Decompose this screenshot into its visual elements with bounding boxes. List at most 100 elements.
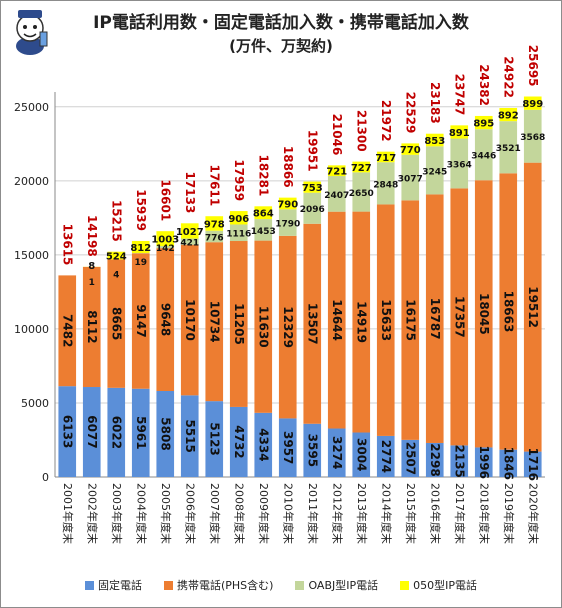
data-label-oabj: 19	[134, 258, 147, 268]
data-label-mobile: 10734	[207, 301, 221, 343]
data-label-fixed: 1846	[501, 447, 515, 480]
bar-fixed	[156, 390, 175, 477]
bar-mobile	[254, 240, 273, 413]
bar-oabj	[376, 162, 395, 205]
bar-mobile	[107, 259, 126, 388]
bar-mobile	[58, 275, 77, 387]
data-label-mobile: 13507	[305, 303, 319, 345]
legend-swatch-fixed	[84, 580, 94, 590]
data-label-fixed: 2507	[403, 442, 417, 475]
bar-ip050	[156, 231, 175, 247]
data-label-mobile: 17357	[452, 296, 466, 338]
x-tick-label: 2016年度末	[428, 483, 442, 544]
bar-mobile	[131, 253, 150, 389]
data-label-oabj: 421	[180, 239, 199, 249]
bar-mobile	[450, 188, 469, 446]
bar-fixed	[180, 395, 199, 477]
data-label-fixed: 1716	[526, 448, 540, 481]
legend-item-oabj: OABJ型IP電話	[295, 577, 378, 593]
y-tick-label: 5000	[21, 397, 49, 410]
data-label-fixed: 5808	[158, 417, 172, 450]
bar-oabj	[303, 192, 322, 224]
total-label: 24922	[501, 56, 515, 98]
bar-mobile	[180, 244, 199, 396]
data-label-050: 1003	[151, 235, 179, 246]
bar-ip050	[425, 133, 444, 147]
data-label-mobile: 19512	[526, 286, 540, 328]
bar-fixed	[278, 418, 297, 477]
bar-oabj	[278, 209, 297, 236]
bar-mobile	[425, 194, 444, 443]
data-label-fixed: 5123	[207, 422, 221, 455]
bar-fixed	[376, 435, 395, 477]
x-tick-label: 2012年度末	[330, 483, 344, 544]
bar-fixed	[401, 439, 420, 477]
bar-fixed	[352, 432, 371, 477]
x-tick-label: 2010年度末	[281, 483, 295, 544]
x-tick-label: 2013年度末	[355, 483, 369, 544]
bar-oabj	[205, 230, 224, 243]
data-label-050: 717	[375, 153, 396, 164]
bar-fixed	[205, 401, 224, 477]
x-tick-label: 2004年度末	[134, 483, 148, 544]
x-tick-label: 2018年度末	[477, 483, 491, 544]
data-label-oabj: 1116	[226, 230, 251, 240]
data-label-fixed: 6133	[60, 415, 74, 448]
legend-label-050: 050型IP電話	[413, 579, 478, 592]
legend-swatch-050	[400, 580, 410, 590]
data-label-oabj: 1790	[275, 220, 300, 230]
bar-fixed	[303, 423, 322, 477]
y-tick-label: 15000	[14, 249, 49, 262]
x-tick-label: 2003年度末	[110, 483, 124, 544]
data-label-mobile: 14919	[354, 301, 368, 343]
data-label-050: 812	[130, 243, 151, 254]
total-label: 15939	[134, 189, 148, 231]
data-label-oabj: 142	[156, 244, 175, 254]
bar-mobile	[82, 266, 101, 388]
x-tick-label: 2008年度末	[232, 483, 246, 544]
legend-swatch-mobile	[163, 580, 173, 590]
data-label-050: 770	[400, 145, 421, 156]
bar-mobile	[205, 242, 224, 402]
bar-mobile	[303, 223, 322, 424]
total-label: 21972	[379, 100, 393, 142]
data-label-mobile: 14644	[330, 299, 344, 341]
bar-oabj	[425, 146, 444, 195]
x-tick-label: 2011年度末	[306, 483, 320, 544]
chart-title: IP電話利用数・固定電話加入数・携帯電話加入数	[93, 13, 469, 33]
legend-label-oabj: OABJ型IP電話	[308, 579, 379, 592]
data-label-fixed: 4732	[232, 425, 246, 458]
data-label-fixed: 3595	[305, 434, 319, 467]
data-label-fixed: 5515	[183, 419, 197, 452]
data-label-mobile: 18045	[477, 293, 491, 335]
y-tick-label: 10000	[14, 323, 49, 336]
bar-oabj	[180, 238, 199, 245]
data-label-mobile: 9147	[134, 304, 148, 337]
data-label-oabj: 3568	[520, 133, 545, 143]
y-tick-label: 0	[42, 471, 49, 484]
data-label-oabj: 2096	[300, 205, 325, 215]
data-label-oabj: 2848	[373, 180, 398, 190]
data-label-fixed: 3957	[281, 431, 295, 464]
data-label-oabj: 2407	[324, 191, 349, 201]
bar-mobile	[523, 162, 542, 452]
total-label: 17959	[232, 159, 246, 201]
bar-ip050	[205, 216, 224, 231]
bar-fixed	[82, 387, 101, 477]
bar-ip050	[376, 151, 395, 163]
data-label-oabj: 3245	[422, 167, 447, 177]
data-label-oabj: 3521	[496, 144, 521, 154]
x-tick-label: 2007年度末	[208, 483, 222, 544]
bar-mobile	[499, 173, 518, 450]
x-tick-label: 2006年度末	[183, 483, 197, 544]
x-tick-label: 2020年度末	[526, 483, 540, 544]
bar-mobile	[229, 241, 248, 407]
bar-oabj	[254, 219, 273, 241]
data-label-050: 8	[88, 261, 95, 272]
data-label-fixed: 6077	[85, 415, 99, 448]
data-label-050: 727	[351, 163, 372, 174]
total-label: 17611	[207, 164, 221, 206]
bar-ip050	[131, 240, 150, 254]
bar-ip050	[278, 197, 297, 210]
